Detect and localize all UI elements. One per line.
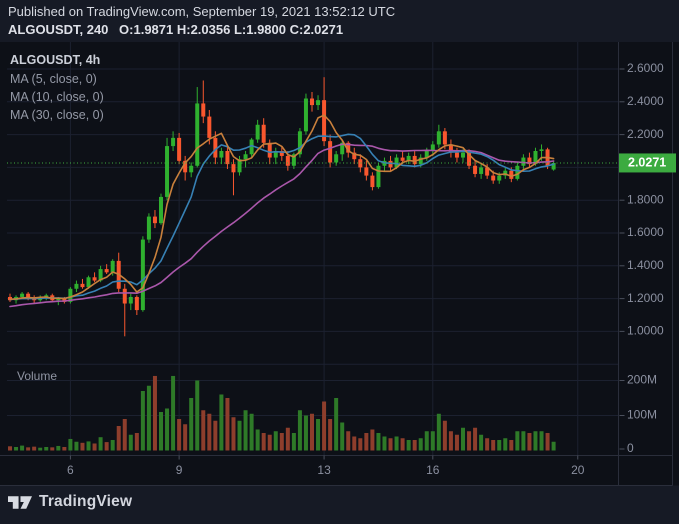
svg-text:2.4000: 2.4000 <box>627 94 664 108</box>
svg-text:16: 16 <box>426 463 440 477</box>
svg-text:200M: 200M <box>627 373 657 387</box>
volume-pane-label: Volume <box>17 369 58 383</box>
svg-text:6: 6 <box>67 463 74 477</box>
legend-ma30: MA (30, close, 0) <box>10 108 104 122</box>
symbol-ohlc-line: ALGOUSDT, 240 O:1.9871 H:2.0356 L:1.9800… <box>8 21 343 38</box>
legend-ma5: MA (5, close, 0) <box>10 72 97 86</box>
svg-text:100M: 100M <box>627 408 657 422</box>
svg-text:1.8000: 1.8000 <box>627 192 664 206</box>
price-axis[interactable]: 2.6000 2.4000 2.2000 1.8000 1.6000 1.4000 1.20… <box>619 61 665 455</box>
symbol-interval-text: ALGOUSDT, 240 <box>8 22 109 37</box>
ma10-line <box>9 133 555 301</box>
tradingview-logo[interactable]: TradingView <box>8 493 132 511</box>
svg-text:2.2000: 2.2000 <box>627 127 664 141</box>
legend-ma10: MA (10, close, 0) <box>10 90 104 104</box>
tradingview-logo-icon <box>8 496 32 509</box>
svg-text:13: 13 <box>317 463 331 477</box>
last-price-badge: 2.0271 <box>619 153 676 173</box>
svg-text:2.6000: 2.6000 <box>627 61 664 75</box>
svg-text:1.2000: 1.2000 <box>627 291 664 305</box>
published-line: Published on TradingView.com, September … <box>8 4 396 19</box>
svg-text:1.0000: 1.0000 <box>627 324 664 338</box>
svg-text:0: 0 <box>627 441 634 455</box>
ma5-line <box>9 114 555 301</box>
svg-text:1.6000: 1.6000 <box>627 225 664 239</box>
svg-text:20: 20 <box>571 463 585 477</box>
svg-text:2.0271: 2.0271 <box>628 155 666 169</box>
gridlines-layer <box>7 42 619 456</box>
volume-bars-layer <box>8 375 556 451</box>
tradingview-logo-text: TradingView <box>39 493 133 510</box>
time-axis[interactable]: 6 9 13 16 20 <box>67 455 585 478</box>
svg-text:9: 9 <box>176 463 183 477</box>
ohlc-values: O:1.9871 H:2.0356 L:1.9800 C:2.0271 <box>119 22 344 37</box>
svg-text:1.4000: 1.4000 <box>627 258 664 272</box>
axis-borders <box>0 42 673 486</box>
legend-symbol-title: ALGOUSDT, 4h <box>10 53 101 67</box>
chart-legend: ALGOUSDT, 4h MA (5, close, 0) MA (10, cl… <box>10 51 104 124</box>
